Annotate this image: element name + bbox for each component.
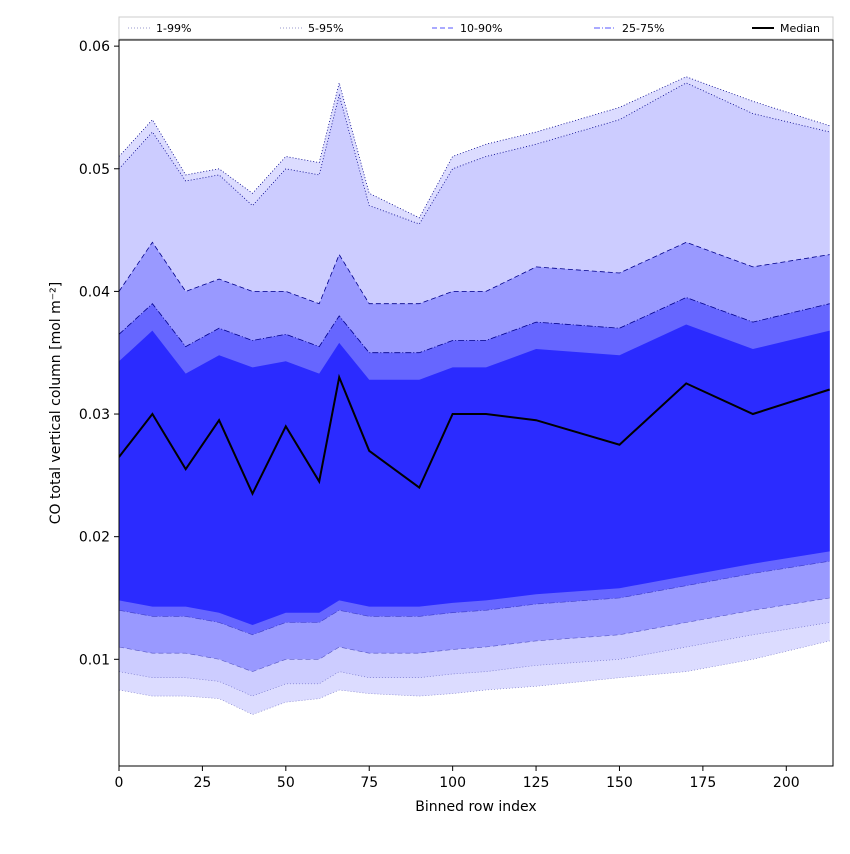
band-upper-5-95 <box>119 82 830 225</box>
y-tick-label: 0.04 <box>79 284 110 300</box>
x-tick-label: 75 <box>360 775 378 791</box>
plot-frame <box>118 39 834 767</box>
y-tick-label: 0.02 <box>79 530 110 546</box>
legend-frame <box>118 16 834 40</box>
band-core <box>119 324 830 625</box>
median-line <box>119 373 831 497</box>
x-tick-label: 150 <box>606 775 633 791</box>
plot-area <box>119 76 831 715</box>
y-tick-label: 0.03 <box>79 407 110 423</box>
axes <box>118 39 834 767</box>
band-upper-10-90 <box>119 241 830 305</box>
legend-label: 25-75% <box>622 22 664 35</box>
y-tick-label: 0.01 <box>79 652 110 668</box>
x-axis-ticks: 0 25 50 75 100 125 150 175 200 <box>115 766 800 791</box>
legend-label: 10-90% <box>460 22 502 35</box>
x-tick-label: 50 <box>277 775 295 791</box>
y-axis-ticks: 0.01 0.02 0.03 0.04 0.05 0.06 <box>79 39 119 668</box>
x-tick-label: 100 <box>439 775 466 791</box>
band-lower-5-95 <box>119 622 830 697</box>
band-lower-25-75 <box>119 560 830 636</box>
x-tick-label: 25 <box>193 775 211 791</box>
y-tick-label: 0.06 <box>79 39 110 55</box>
band-lower-10-90 <box>119 597 830 672</box>
legend-label: 1-99% <box>156 22 191 35</box>
x-axis-title: Binned row index <box>415 799 536 815</box>
x-tick-label: 0 <box>115 775 124 791</box>
legend-label: 5-95% <box>308 22 343 35</box>
y-axis-title: CO total vertical column [mol m⁻²] <box>48 282 64 524</box>
legend-label: Median <box>780 22 820 35</box>
x-tick-label: 175 <box>690 775 717 791</box>
y-tick-label: 0.05 <box>79 162 110 178</box>
band-upper-25-75 <box>119 297 830 354</box>
x-tick-label: 200 <box>773 775 800 791</box>
legend: 1-99% 5-95% 10-90% 25-75% Median <box>118 16 834 40</box>
plot-inner <box>119 76 831 715</box>
band-lower-1-99 <box>119 640 830 715</box>
x-tick-label: 125 <box>523 775 550 791</box>
